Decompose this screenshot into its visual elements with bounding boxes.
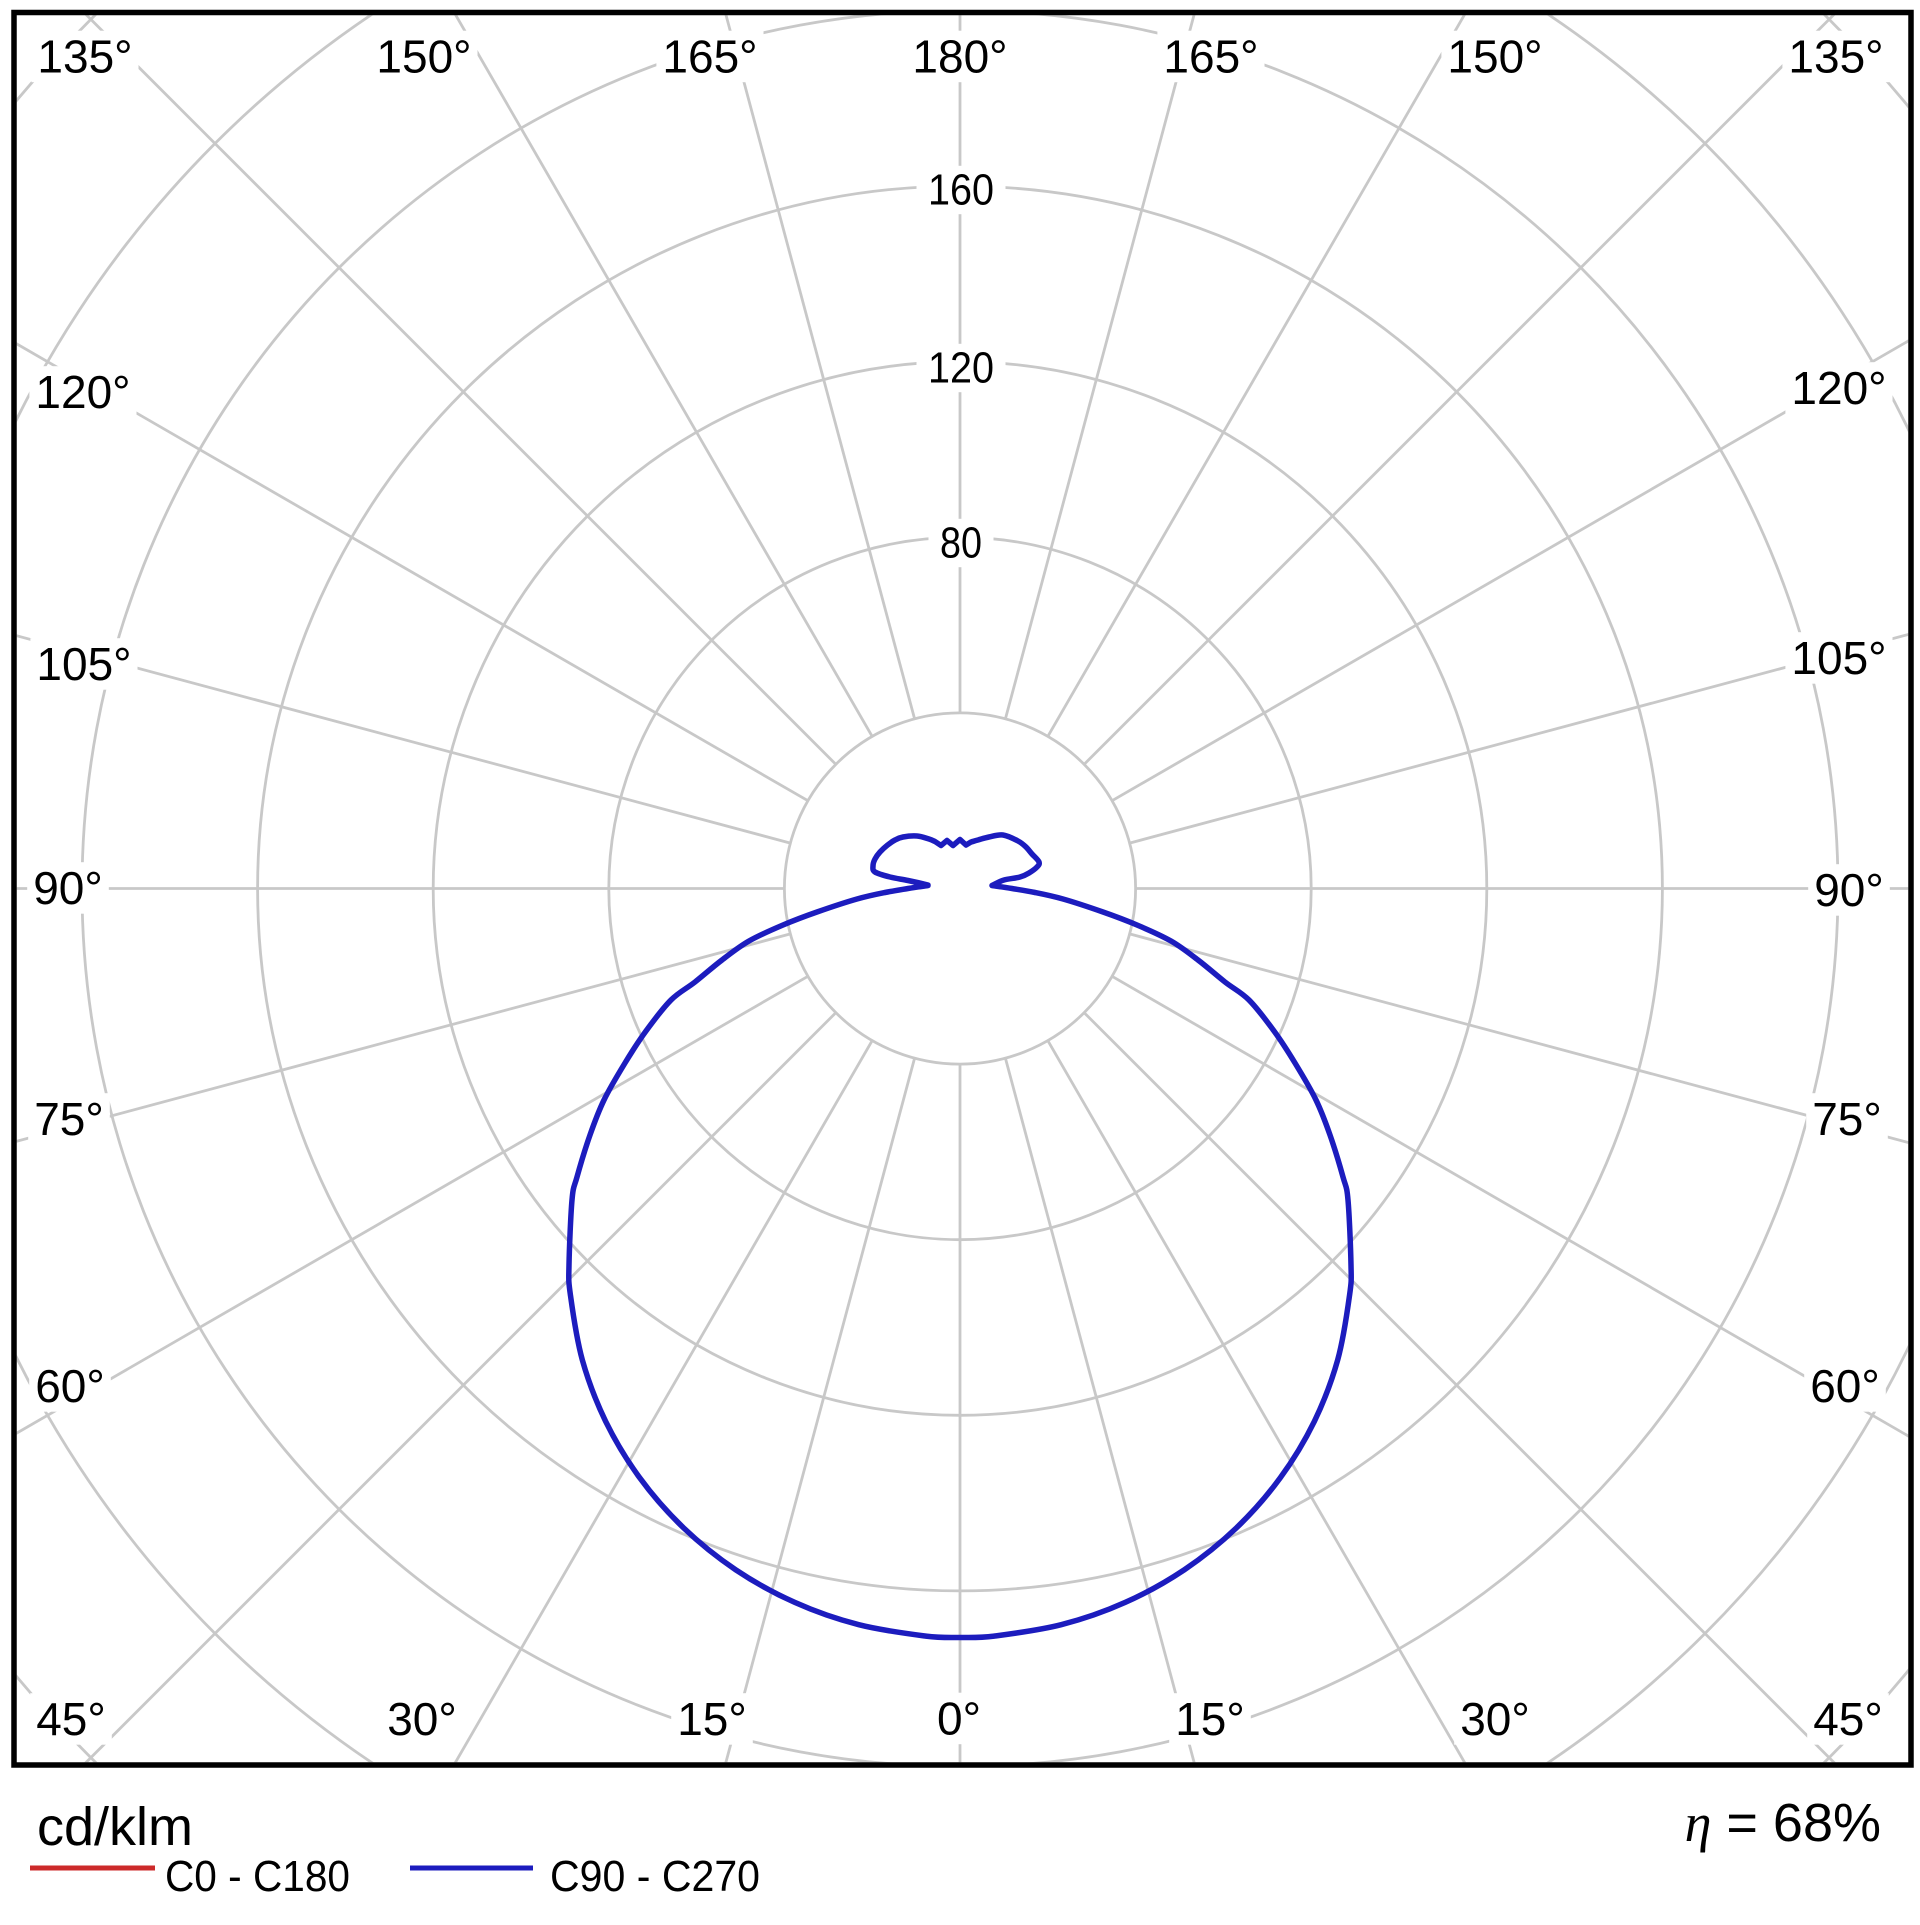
svg-text:120: 120 — [928, 344, 994, 393]
svg-text:120°: 120° — [1791, 362, 1886, 414]
svg-text:45°: 45° — [1813, 1693, 1883, 1745]
svg-text:30°: 30° — [387, 1693, 457, 1745]
svg-text:90°: 90° — [33, 862, 103, 914]
svg-text:45°: 45° — [36, 1693, 106, 1745]
svg-text:C0 - C180: C0 - C180 — [165, 1852, 350, 1901]
svg-text:75°: 75° — [1812, 1093, 1882, 1145]
svg-text:60°: 60° — [1810, 1360, 1880, 1412]
svg-text:cd/klm: cd/klm — [37, 1797, 193, 1857]
svg-text:105°: 105° — [1791, 632, 1886, 684]
svg-text:0°: 0° — [937, 1693, 981, 1745]
svg-text:η = 68%: η = 68% — [1685, 1793, 1881, 1853]
svg-text:150°: 150° — [1447, 31, 1542, 83]
svg-text:150°: 150° — [376, 31, 471, 83]
svg-text:15°: 15° — [677, 1693, 747, 1745]
svg-text:60°: 60° — [35, 1360, 105, 1412]
svg-text:165°: 165° — [662, 31, 757, 83]
svg-text:90°: 90° — [1814, 864, 1884, 916]
svg-text:120°: 120° — [35, 366, 130, 418]
svg-text:165°: 165° — [1163, 31, 1258, 83]
svg-text:160: 160 — [928, 166, 994, 215]
svg-text:30°: 30° — [1460, 1693, 1530, 1745]
svg-text:135°: 135° — [37, 31, 132, 83]
svg-text:80: 80 — [940, 519, 982, 568]
svg-text:75°: 75° — [34, 1093, 104, 1145]
svg-text:135°: 135° — [1788, 31, 1883, 83]
svg-text:C90 - C270: C90 - C270 — [550, 1852, 760, 1901]
svg-text:180°: 180° — [912, 31, 1007, 83]
svg-text:15°: 15° — [1175, 1693, 1245, 1745]
svg-text:105°: 105° — [36, 638, 131, 690]
